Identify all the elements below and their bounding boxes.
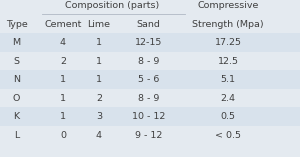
Bar — [0, 126, 300, 144]
Text: 1: 1 — [96, 75, 102, 84]
Text: 1: 1 — [60, 112, 66, 121]
Text: K: K — [14, 112, 20, 121]
Text: M: M — [12, 38, 21, 47]
Text: 1: 1 — [96, 38, 102, 47]
Text: 9 - 12: 9 - 12 — [135, 131, 162, 140]
Text: 2: 2 — [96, 94, 102, 103]
Text: Compressive: Compressive — [197, 1, 259, 10]
Text: Type: Type — [6, 19, 27, 29]
Text: 0: 0 — [60, 131, 66, 140]
Text: 12-15: 12-15 — [135, 38, 162, 47]
Text: 1: 1 — [60, 94, 66, 103]
Text: 0.5: 0.5 — [220, 112, 236, 121]
Bar — [0, 52, 300, 70]
Bar — [0, 70, 300, 89]
Text: N: N — [13, 75, 20, 84]
Bar — [0, 33, 300, 52]
Text: 1: 1 — [60, 75, 66, 84]
Bar — [0, 107, 300, 126]
Text: 2: 2 — [60, 57, 66, 66]
Text: 4: 4 — [60, 38, 66, 47]
Text: 12.5: 12.5 — [218, 57, 239, 66]
Bar — [0, 0, 300, 15]
Bar — [0, 15, 300, 33]
Text: Composition (parts): Composition (parts) — [65, 1, 160, 10]
Text: 1: 1 — [96, 57, 102, 66]
Bar — [0, 89, 300, 107]
Text: Sand: Sand — [136, 19, 160, 29]
Text: 5.1: 5.1 — [220, 75, 236, 84]
Text: S: S — [14, 57, 20, 66]
Text: L: L — [14, 131, 19, 140]
Text: Lime: Lime — [88, 19, 110, 29]
Text: 2.4: 2.4 — [220, 94, 236, 103]
Text: 5 - 6: 5 - 6 — [138, 75, 159, 84]
Text: 3: 3 — [96, 112, 102, 121]
Text: 8 - 9: 8 - 9 — [138, 94, 159, 103]
Text: 8 - 9: 8 - 9 — [138, 57, 159, 66]
Text: Strength (Mpa): Strength (Mpa) — [192, 19, 264, 29]
Text: 10 - 12: 10 - 12 — [132, 112, 165, 121]
Text: 17.25: 17.25 — [214, 38, 242, 47]
Text: O: O — [13, 94, 20, 103]
Text: Cement: Cement — [44, 19, 82, 29]
Text: < 0.5: < 0.5 — [215, 131, 241, 140]
Text: 4: 4 — [96, 131, 102, 140]
